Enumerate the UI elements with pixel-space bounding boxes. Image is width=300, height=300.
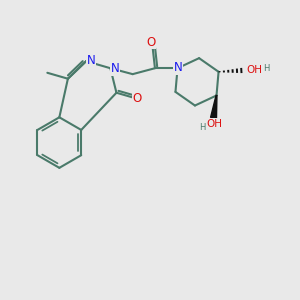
Text: OH: OH [206,119,222,129]
Text: N: N [87,54,95,67]
Polygon shape [211,95,217,118]
Text: O: O [132,92,142,105]
Text: N: N [174,61,183,74]
Text: H: H [199,123,206,132]
Text: OH: OH [247,65,263,75]
Text: H: H [263,64,269,73]
Text: N: N [111,62,120,75]
Text: O: O [146,36,156,49]
